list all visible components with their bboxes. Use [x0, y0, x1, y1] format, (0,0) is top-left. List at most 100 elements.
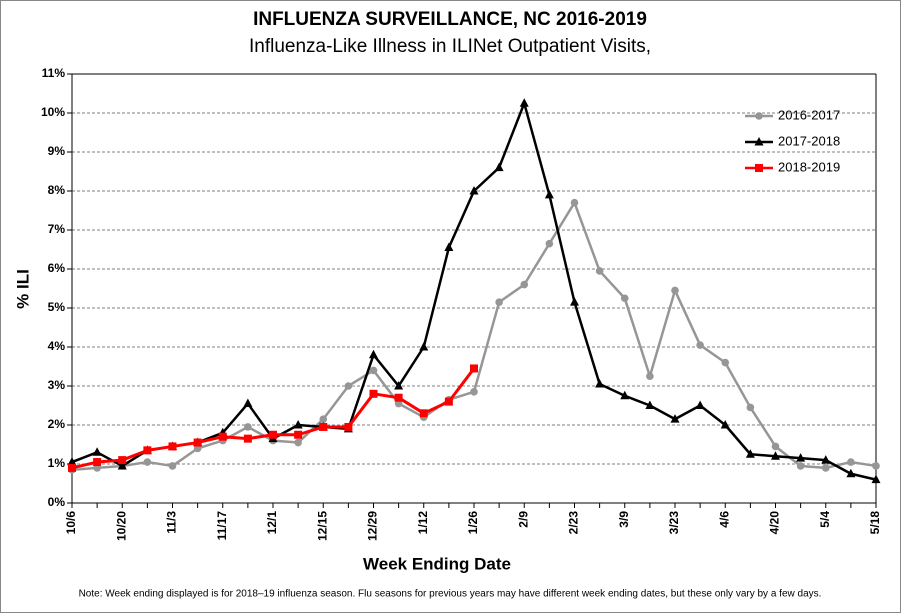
point — [620, 390, 630, 400]
point — [143, 458, 152, 466]
point — [796, 453, 806, 462]
point — [872, 462, 880, 470]
point — [570, 297, 579, 306]
point — [444, 242, 454, 252]
point — [494, 162, 504, 172]
legend-label: 2016-2017 — [778, 107, 840, 122]
y-tick-label: 6% — [48, 261, 66, 275]
plot-area — [72, 74, 876, 503]
point — [168, 442, 177, 451]
point — [755, 164, 763, 172]
point — [168, 462, 177, 470]
y-tick-label: 10% — [41, 105, 65, 119]
point — [294, 438, 302, 447]
x-tick-label: 1/26 — [466, 511, 480, 535]
point — [244, 423, 252, 431]
legend-label: 2018-2019 — [778, 159, 840, 174]
x-tick-label: 3/9 — [617, 511, 631, 528]
point — [754, 137, 764, 146]
point — [695, 400, 705, 409]
x-axis-label: Week Ending Date — [363, 554, 511, 573]
point — [92, 447, 102, 456]
point — [344, 382, 353, 390]
series: 2016-2017 — [68, 107, 880, 474]
x-tick-label: 11/17 — [215, 511, 229, 541]
point — [595, 379, 605, 388]
point — [846, 468, 856, 478]
x-tick-label: 11/3 — [165, 511, 179, 534]
point — [117, 460, 127, 470]
y-tick-label: 7% — [48, 222, 66, 236]
point — [520, 280, 529, 289]
y-tick-label: 1% — [48, 456, 66, 470]
point — [193, 438, 202, 447]
x-tick-label: 10/20 — [114, 511, 128, 541]
point — [871, 474, 881, 484]
y-tick-label: 4% — [48, 339, 66, 353]
x-tick-label: 3/23 — [667, 511, 681, 535]
y-tick-label: 9% — [48, 144, 66, 158]
y-tick-label: 11% — [42, 66, 66, 80]
point — [469, 186, 479, 195]
point — [68, 463, 76, 472]
point — [419, 342, 429, 351]
point — [771, 442, 780, 451]
note: Note: Week ending displayed is for 2018–… — [79, 589, 822, 600]
point — [696, 341, 704, 349]
y-tick-label: 0% — [48, 495, 66, 509]
point — [796, 462, 805, 470]
point — [143, 446, 152, 455]
point — [595, 267, 604, 275]
x-tick-label: 12/15 — [315, 511, 329, 541]
point — [369, 349, 378, 359]
point — [670, 414, 680, 423]
point — [821, 464, 830, 472]
point — [419, 409, 428, 418]
point — [646, 372, 654, 381]
point — [519, 98, 529, 107]
point — [67, 457, 77, 466]
point — [720, 420, 730, 429]
point — [394, 393, 403, 402]
point — [470, 388, 478, 396]
x-tick-label: 1/12 — [416, 511, 430, 535]
point — [243, 398, 253, 408]
point — [645, 400, 655, 409]
point — [570, 198, 579, 207]
y-tick-label: 5% — [48, 300, 66, 314]
x-tick-label: 2/23 — [567, 511, 581, 535]
point — [745, 449, 755, 458]
point — [495, 298, 503, 306]
point — [394, 381, 404, 390]
point — [369, 389, 378, 398]
y-axis-label: % ILI — [13, 269, 32, 309]
point — [620, 294, 629, 303]
point — [771, 451, 780, 460]
chart-title: INFLUENZA SURVEILLANCE, NC 2016-2019 — [253, 9, 647, 30]
x-tick-label: 5/4 — [818, 511, 832, 528]
point — [218, 432, 227, 441]
point — [319, 415, 328, 423]
x-tick-label: 10/6 — [64, 511, 78, 535]
point — [671, 286, 679, 295]
point — [821, 455, 831, 464]
x-tick-label: 4/20 — [768, 511, 782, 535]
point — [369, 366, 378, 375]
point — [444, 397, 453, 406]
point — [319, 422, 328, 431]
x-tick-label: 12/1 — [265, 511, 279, 535]
point — [755, 112, 763, 120]
y-tick-label: 2% — [48, 417, 66, 431]
point — [847, 458, 855, 466]
x-tick-label: 4/6 — [717, 511, 731, 528]
y-tick-label: 3% — [48, 378, 66, 392]
chart-subtitle: Influenza-Like Illness in ILINet Outpati… — [249, 36, 651, 57]
point — [721, 358, 730, 367]
point — [344, 422, 353, 431]
x-tick-label: 12/29 — [366, 511, 380, 541]
point — [243, 434, 252, 443]
point — [544, 189, 554, 199]
y-tick-label: 8% — [48, 183, 66, 197]
point — [545, 239, 554, 248]
